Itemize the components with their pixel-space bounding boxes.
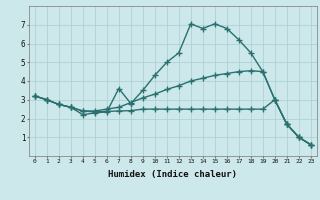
X-axis label: Humidex (Indice chaleur): Humidex (Indice chaleur) — [108, 170, 237, 179]
